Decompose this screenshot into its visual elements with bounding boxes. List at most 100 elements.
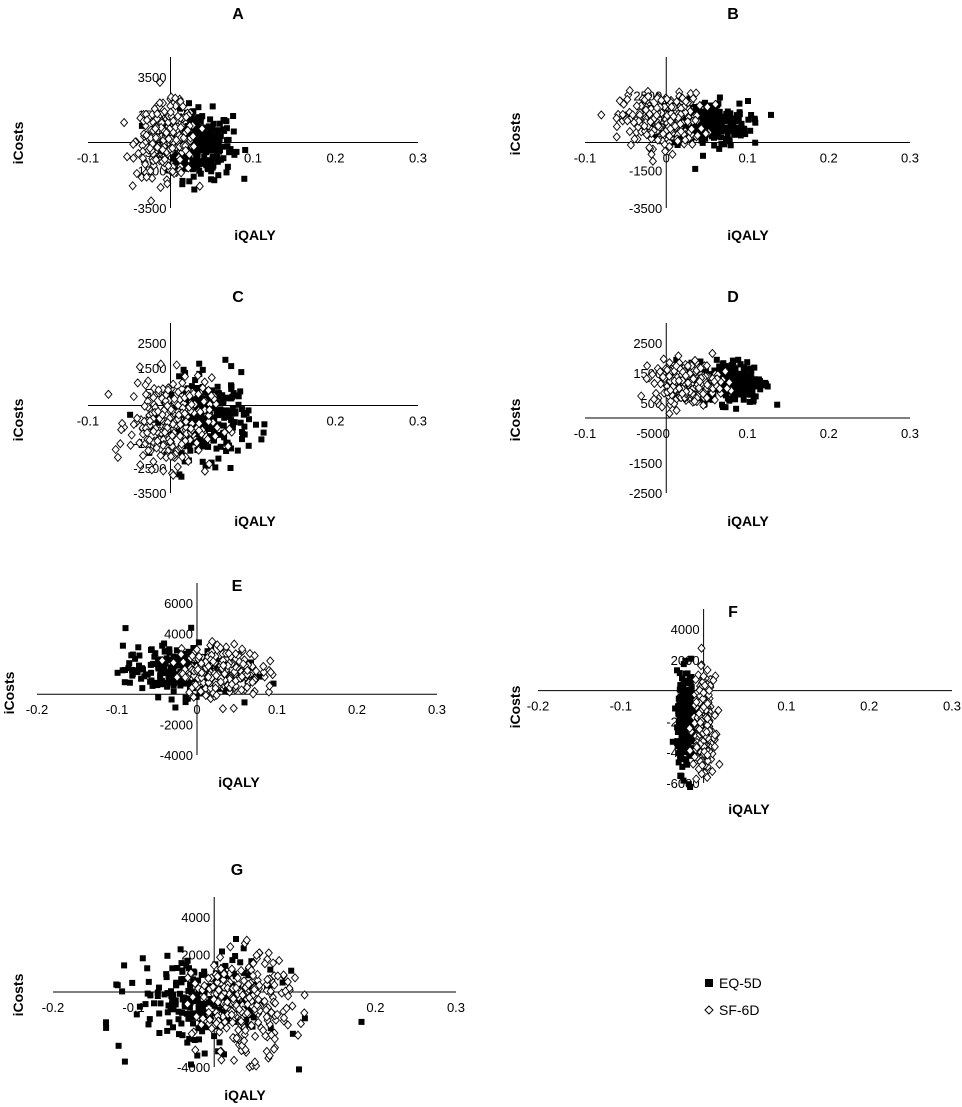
point-sf6d — [628, 110, 637, 120]
point-sf6d — [230, 639, 239, 649]
point-eq5d — [213, 407, 220, 414]
point-sf6d — [266, 656, 275, 666]
point-sf6d — [166, 107, 175, 117]
point-eq5d — [186, 1004, 193, 1011]
point-eq5d — [222, 688, 229, 695]
point-sf6d — [265, 1050, 274, 1061]
point-sf6d — [695, 708, 704, 719]
point-eq5d — [176, 1031, 182, 1038]
point-eq5d — [230, 128, 237, 135]
x-tick-label: 0.3 — [409, 151, 427, 166]
point-sf6d — [192, 438, 201, 448]
point-sf6d — [250, 651, 259, 661]
point-eq5d — [751, 116, 758, 123]
point-eq5d — [731, 380, 738, 387]
point-sf6d — [283, 1020, 292, 1030]
x-axis-label: iQALY — [727, 227, 769, 243]
points — [637, 348, 781, 419]
point-eq5d — [207, 116, 214, 123]
point-sf6d — [237, 965, 246, 976]
point-sf6d — [693, 130, 702, 141]
point-sf6d — [141, 159, 150, 169]
point-eq5d — [674, 724, 681, 731]
point-sf6d — [279, 970, 288, 980]
point-sf6d — [252, 950, 261, 960]
point-sf6d — [194, 425, 204, 436]
point-eq5d — [168, 391, 175, 398]
point-eq5d — [676, 728, 683, 735]
point-sf6d — [683, 378, 693, 388]
x-tick-label: 0.2 — [820, 151, 838, 166]
point-eq5d — [214, 146, 221, 153]
point-eq5d — [203, 420, 210, 427]
point-eq5d — [736, 374, 742, 381]
point-sf6d — [644, 91, 653, 102]
point-sf6d — [243, 999, 252, 1009]
point-sf6d — [696, 363, 705, 373]
x-axis-label: iQALY — [728, 801, 770, 817]
point-eq5d — [208, 999, 215, 1006]
points — [104, 356, 268, 480]
point-eq5d — [220, 422, 227, 429]
point-eq5d — [140, 666, 146, 673]
point-eq5d — [214, 130, 221, 137]
y-tick-label: 6000 — [164, 596, 193, 611]
point-eq5d — [216, 1006, 223, 1013]
point-eq5d — [216, 1039, 223, 1046]
point-eq5d — [712, 109, 719, 116]
point-eq5d — [161, 664, 167, 671]
point-sf6d — [229, 1055, 239, 1065]
point-sf6d — [194, 389, 203, 399]
point-eq5d — [757, 386, 764, 393]
point-sf6d — [155, 77, 164, 88]
point-eq5d — [730, 125, 737, 132]
point-sf6d — [697, 661, 706, 671]
point-sf6d — [142, 115, 152, 125]
point-eq5d — [755, 376, 762, 383]
point-eq5d — [189, 166, 196, 173]
point-sf6d — [239, 976, 249, 986]
point-eq5d — [226, 149, 233, 156]
x-tick-label: 0 — [193, 702, 200, 717]
point-sf6d — [146, 166, 155, 176]
point-sf6d — [612, 132, 621, 142]
point-sf6d — [212, 670, 221, 681]
point-eq5d — [155, 656, 162, 663]
point-sf6d — [209, 656, 218, 667]
point-eq5d — [676, 703, 683, 710]
point-eq5d — [729, 357, 736, 364]
scatter-panel-f: F-0.2-0.10.10.20.340002000-2000-4000-600… — [507, 604, 961, 817]
point-eq5d — [681, 741, 688, 748]
point-eq5d — [752, 119, 759, 126]
point-eq5d — [164, 1009, 171, 1016]
point-eq5d — [241, 175, 248, 182]
point-eq5d — [186, 443, 193, 449]
point-sf6d — [147, 196, 156, 206]
point-eq5d — [745, 116, 752, 123]
point-sf6d — [205, 1015, 214, 1025]
point-sf6d — [129, 139, 138, 149]
point-sf6d — [695, 724, 704, 734]
point-sf6d — [625, 126, 634, 137]
panel-title: G — [231, 862, 243, 879]
point-eq5d — [727, 127, 734, 134]
point-sf6d — [188, 651, 197, 661]
point-sf6d — [134, 148, 143, 159]
point-sf6d — [128, 181, 137, 191]
point-eq5d — [215, 390, 222, 397]
point-eq5d — [197, 118, 204, 125]
point-sf6d — [199, 992, 208, 1002]
point-sf6d — [270, 980, 279, 990]
point-eq5d — [711, 142, 718, 149]
point-eq5d — [687, 674, 694, 681]
point-sf6d — [263, 974, 272, 985]
point-eq5d — [129, 672, 136, 679]
point-eq5d — [696, 121, 703, 128]
point-sf6d — [224, 648, 233, 659]
point-eq5d — [261, 421, 268, 428]
point-sf6d — [714, 705, 723, 716]
point-sf6d — [708, 348, 717, 359]
point-eq5d — [178, 960, 185, 967]
point-eq5d — [676, 710, 683, 717]
